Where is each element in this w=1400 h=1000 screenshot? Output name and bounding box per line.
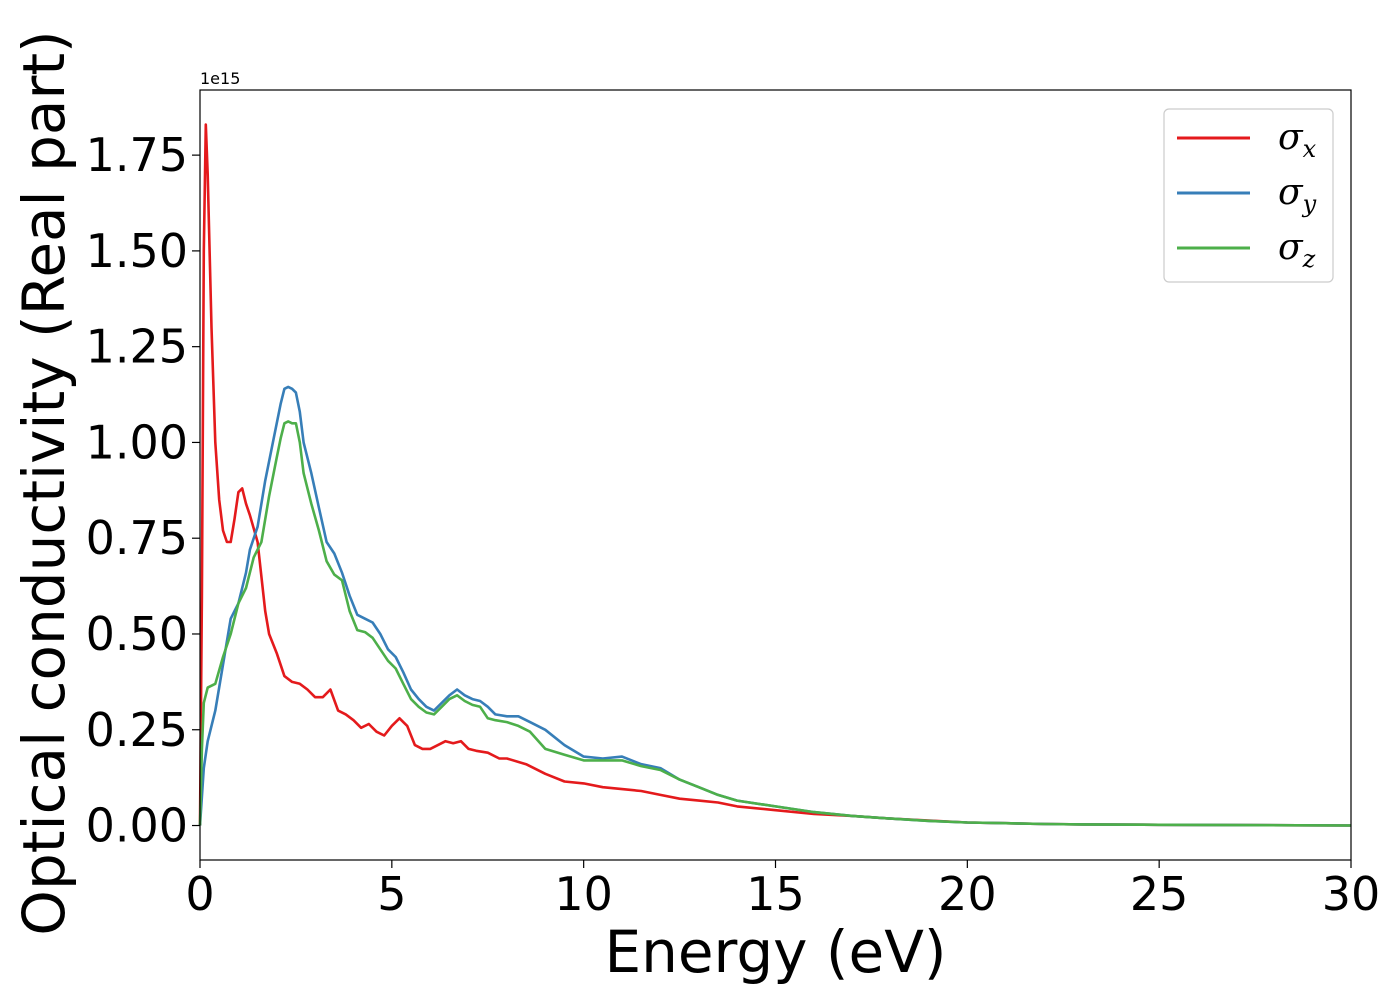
legend-label-z: σz bbox=[1278, 227, 1316, 273]
y-tick-label: 0.25 bbox=[86, 703, 188, 757]
legend: σx σy σz bbox=[1163, 108, 1334, 283]
y-tick-label: 0.00 bbox=[86, 799, 188, 853]
y-axis: 0.00 0.25 0.50 0.75 1.00 1.25 1.50 1.75 bbox=[86, 128, 200, 853]
y-tick-label: 1.50 bbox=[86, 224, 188, 278]
y-axis-title: Optical conductivity (Real part) bbox=[10, 30, 78, 935]
legend-label-x: σx bbox=[1278, 117, 1317, 163]
legend-box bbox=[1163, 108, 1334, 283]
x-axis: 0 5 10 15 20 25 30 bbox=[185, 860, 1380, 921]
y-tick-label: 0.75 bbox=[86, 511, 188, 565]
x-tick-label: 10 bbox=[554, 867, 613, 921]
y-tick-label: 1.25 bbox=[86, 320, 188, 374]
x-tick-label: 15 bbox=[746, 867, 805, 921]
legend-label-y: σy bbox=[1278, 172, 1317, 218]
x-tick-label: 30 bbox=[1322, 867, 1381, 921]
x-tick-label: 20 bbox=[938, 867, 997, 921]
y-tick-label: 1.00 bbox=[86, 415, 188, 469]
y-tick-label: 0.50 bbox=[86, 607, 188, 661]
x-axis-title: Energy (eV) bbox=[604, 918, 946, 986]
y-tick-label: 1.75 bbox=[86, 128, 188, 182]
x-tick-label: 5 bbox=[377, 867, 406, 921]
series-line-z bbox=[198, 420, 1352, 827]
x-tick-label: 0 bbox=[185, 867, 214, 921]
y-offset-label: 1e15 bbox=[200, 69, 240, 88]
x-tick-label: 25 bbox=[1130, 867, 1189, 921]
series-line-x bbox=[198, 123, 1352, 827]
series-layer bbox=[198, 123, 1352, 827]
